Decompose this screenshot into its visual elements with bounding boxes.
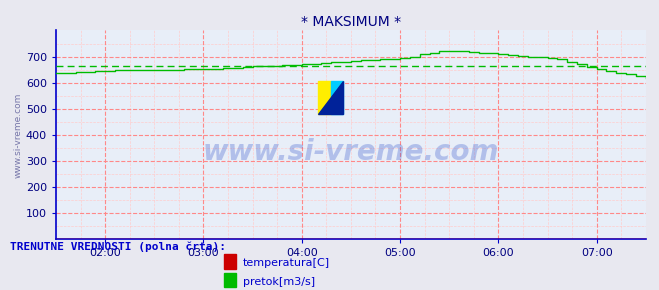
FancyBboxPatch shape xyxy=(318,81,331,114)
Text: pretok[m3/s]: pretok[m3/s] xyxy=(243,277,314,287)
FancyBboxPatch shape xyxy=(331,81,343,114)
Y-axis label: www.si-vreme.com: www.si-vreme.com xyxy=(14,92,23,177)
Text: temperatura[C]: temperatura[C] xyxy=(243,258,330,268)
Bar xyxy=(224,273,236,287)
Polygon shape xyxy=(318,81,343,114)
Bar xyxy=(224,255,236,269)
Text: www.si-vreme.com: www.si-vreme.com xyxy=(203,137,499,166)
Title: * MAKSIMUM *: * MAKSIMUM * xyxy=(301,15,401,29)
Text: TRENUTNE VREDNOSTI (polna črta):: TRENUTNE VREDNOSTI (polna črta): xyxy=(10,242,226,252)
